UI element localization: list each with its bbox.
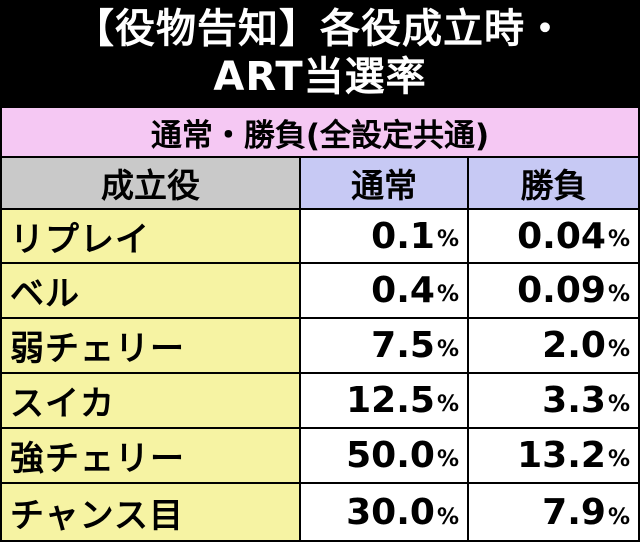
table-row-name: チャンス目 [2,484,299,540]
value-text: 0.1 [371,215,435,257]
table-cell-normal: 50.0% [301,429,467,482]
table-cell-normal: 30.0% [301,484,467,540]
header-role: 成立役 [2,158,299,208]
percent-sign: % [436,505,459,530]
value-text: 13.2 [517,435,606,476]
value-text: 0.09 [517,270,606,311]
value-text: 0.4 [371,270,435,311]
page-title: 【役物告知】各役成立時・ ART当選率 [0,0,640,106]
title-line-1: 【役物告知】各役成立時・ [74,6,566,52]
percent-sign: % [607,282,630,307]
value-text: 3.3 [542,380,606,421]
table-cell-normal: 0.1% [301,210,467,262]
table-row-name: 強チェリー [2,429,299,482]
table-row-name: スイカ [2,374,299,427]
table-cell-battle: 2.0% [469,319,638,372]
probability-table: 通常・勝負(全設定共通) 成立役 通常 勝負 リプレイ 0.1% 0.04% ベ… [0,106,640,542]
percent-sign: % [436,337,459,362]
table-cell-normal: 12.5% [301,374,467,427]
percent-sign: % [436,447,459,472]
percent-sign: % [607,447,630,472]
value-text: 12.5 [346,380,435,421]
table-cell-battle: 0.09% [469,264,638,317]
table-cell-battle: 13.2% [469,429,638,482]
percent-sign: % [607,392,630,417]
percent-sign: % [607,227,630,252]
table-cell-normal: 7.5% [301,319,467,372]
table-subtitle: 通常・勝負(全設定共通) [2,108,638,156]
table-row-name: 弱チェリー [2,319,299,372]
value-text: 50.0 [346,435,435,476]
value-text: 2.0 [542,325,606,366]
percent-sign: % [607,505,630,530]
table-cell-battle: 7.9% [469,484,638,540]
header-battle: 勝負 [469,158,638,208]
table-row-name: ベル [2,264,299,317]
value-text: 7.5 [371,325,435,366]
table-cell-battle: 0.04% [469,210,638,262]
percent-sign: % [607,337,630,362]
percent-sign: % [436,227,459,252]
value-text: 7.9 [542,491,606,533]
table-cell-battle: 3.3% [469,374,638,427]
table-row-name: リプレイ [2,210,299,262]
table-cell-normal: 0.4% [301,264,467,317]
header-normal: 通常 [301,158,467,208]
value-text: 30.0 [346,491,435,533]
percent-sign: % [436,282,459,307]
value-text: 0.04 [517,215,606,257]
percent-sign: % [436,392,459,417]
title-line-2: ART当選率 [213,54,427,100]
